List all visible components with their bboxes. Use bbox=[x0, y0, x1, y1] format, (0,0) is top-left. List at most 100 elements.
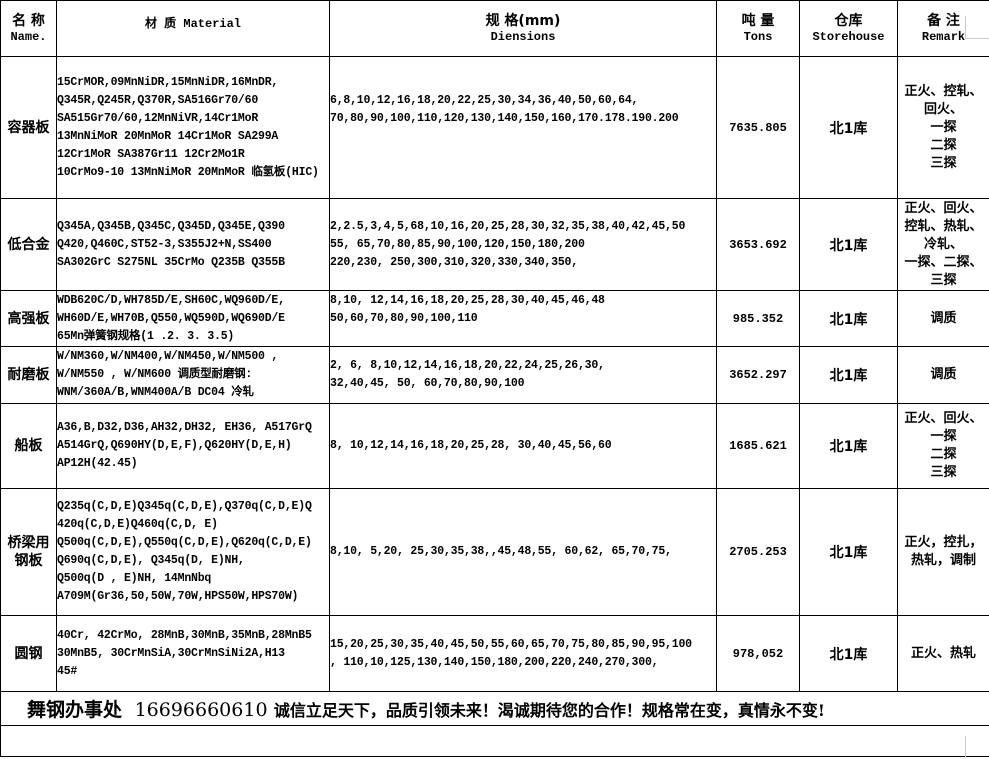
dimensions-cell: 2,2.5,3,4,5,68,10,16,20,25,28,30,32,35,3… bbox=[329, 198, 717, 291]
material-cell: Q345A,Q345B,Q345C,Q345D,Q345E,Q390 Q420,Q… bbox=[56, 198, 330, 291]
text-line: Q690q(C,D,E), Q345q(D, E)NH, bbox=[57, 554, 245, 567]
text-line: Q235q(C,D,E)Q345q(C,D,E),Q370q(C,D,E)Q bbox=[57, 500, 312, 513]
text-line: Q500q(C,D,E),Q550q(C,D,E),Q620q(C,D,E) bbox=[57, 536, 312, 549]
empty-cell bbox=[0, 725, 989, 757]
text-line: 船板 bbox=[14, 438, 43, 454]
text-line: 8, 10,12,14,16,18,20,25,28, 30,40,45,56,… bbox=[330, 439, 612, 452]
text-line: 12Cr1MoR SA387Gr11 12Cr2Mo1R bbox=[57, 147, 245, 161]
footer-row: 舞钢办事处 16696660610 诚信立足天下，品质引领未来！渴诚期待您的合作… bbox=[0, 691, 989, 726]
text-line: 低合金 bbox=[7, 236, 50, 253]
text-line: 15,20,25,30,35,40,45,50,55,60,65,70,75,8… bbox=[330, 637, 693, 651]
storehouse-cell: 北1库 bbox=[799, 290, 898, 347]
storehouse-cell: 北1库 bbox=[799, 615, 898, 692]
text-line: A514GrQ,Q690HY(D,E,F),Q620HY(D,E,H) bbox=[57, 439, 292, 452]
text-line: W/NM550 , W/NM600 调质型耐磨钢: bbox=[57, 368, 253, 381]
remark-cell: 正火、控轧、 回火、一探二探三探 bbox=[897, 56, 989, 199]
dimensions-cell: 8,10, 12,14,16,18,20,25,28,30,40,45,46,4… bbox=[329, 290, 717, 347]
text-line bbox=[331, 328, 716, 346]
remark-cell: 正火、回火、 一探 二探 三探 bbox=[897, 403, 989, 489]
text-line: 8,10, 12,14,16,18,20,25,28,30,40,45,46,4… bbox=[330, 293, 605, 307]
table-row: 容器板 15CrMOR,09MnNiDR,15MnNiDR,16MnDR, Q345… bbox=[0, 56, 989, 199]
text-line: 一探、二探、 bbox=[904, 254, 983, 270]
table-row: 圆钢 40Cr, 42CrMo, 28MnB,30MnB,35MnB,28MnB5… bbox=[0, 615, 989, 692]
storehouse-cell: 北1库 bbox=[799, 488, 898, 616]
text-line: 8,10, 5,20, 25,30,35,38,,45,48,55, 60,62… bbox=[330, 545, 672, 558]
tons-cell: 1685.621 bbox=[716, 403, 800, 489]
header-name-en: Name. bbox=[10, 29, 47, 44]
text-line: 2, 6, 8,10,12,14,16,18,20,22,24,25,26,30… bbox=[330, 359, 605, 372]
phone-number: 16696660610 bbox=[134, 699, 268, 721]
header-tons: 吨 量 Tons bbox=[716, 0, 800, 57]
header-storehouse: 仓库 Storehouse bbox=[799, 0, 898, 57]
text-line: 容器板 bbox=[7, 119, 50, 136]
text-line: A709M(Gr36,50,50W,70W,HPS50W,HPS70W) bbox=[57, 590, 299, 603]
text-line: 30MnB5, 30CrMnSiA,30CrMnSiNi2A,H13 bbox=[57, 646, 286, 660]
material-cell: WDB620C/D,WH785D/E,SH60C,WQ960D/E, WH60D/… bbox=[56, 290, 330, 347]
dimensions-cell: 6,8,10,12,16,18,20,22,25,30,34,36,40,50,… bbox=[329, 56, 717, 199]
product-name: 耐磨板 bbox=[0, 346, 57, 404]
text-line: 热轧，调制 bbox=[910, 553, 976, 568]
tons-cell: 7635.805 bbox=[716, 56, 800, 199]
table-row: 桥梁用 钢板 Q235q(C,D,E)Q345q(C,D,E),Q370q(C,D,… bbox=[0, 488, 989, 616]
cell-marker bbox=[965, 16, 989, 39]
material-cell: A36,B,D32,D36,AH32,DH32, EH36, A517GrQ A5… bbox=[56, 403, 330, 489]
text-line: 15CrMOR,09MnNiDR,15MnNiDR,16MnDR, bbox=[57, 75, 279, 89]
header-material-label: 材 质 Material bbox=[144, 16, 241, 31]
text-line: 三探 bbox=[930, 155, 957, 171]
text-line: SA302GrC S275NL 35CrMo Q235B Q355B bbox=[57, 255, 286, 269]
text-line: 钢板 bbox=[14, 553, 43, 569]
tons-cell: 3652.297 bbox=[716, 346, 800, 404]
office-name: 舞钢办事处 bbox=[27, 699, 123, 721]
text-line: 二探 bbox=[930, 137, 957, 153]
text-line: 50,60,70,80,90,100,110 bbox=[330, 311, 478, 325]
product-name: 容器板 bbox=[0, 56, 57, 199]
text-line: 二探 bbox=[930, 447, 957, 462]
text-line: 调质 bbox=[930, 367, 957, 382]
text-line: 正火、控轧、 bbox=[904, 83, 983, 99]
remark-cell: 正火、热轧 bbox=[897, 615, 989, 692]
storehouse-cell: 北1库 bbox=[799, 198, 898, 291]
header-dims-cn: 规 格(mm) bbox=[485, 12, 561, 29]
text-line: 40Cr, 42CrMo, 28MnB,30MnB,35MnB,28MnB5 bbox=[57, 628, 312, 642]
remark-cell: 正火，控扎， 热轧，调制 bbox=[897, 488, 989, 616]
material-cell: 15CrMOR,09MnNiDR,15MnNiDR,16MnDR, Q345R,Q… bbox=[56, 56, 330, 199]
text-line: WH60D/E,WH70B,Q550,WQ590D,WQ690D/E bbox=[57, 311, 286, 325]
material-cell: 40Cr, 42CrMo, 28MnB,30MnB,35MnB,28MnB5 30… bbox=[56, 615, 330, 692]
remark-cell: 调质 bbox=[897, 290, 989, 347]
text-line: SA515Gr70/60,12MnNiVR,14Cr1MoR bbox=[57, 111, 259, 125]
header-store-cn: 仓库 bbox=[834, 12, 863, 29]
header-dims-en: Diensions bbox=[490, 29, 556, 44]
text-line: 正火，控扎， bbox=[904, 535, 983, 550]
storehouse-cell: 北1库 bbox=[799, 346, 898, 404]
empty-row bbox=[0, 725, 989, 757]
product-name: 高强板 bbox=[0, 290, 57, 347]
text-line: Q345R,Q245R,Q370R,SA516Gr70/60 bbox=[57, 93, 259, 107]
text-line: 三探 bbox=[930, 272, 957, 288]
text-line: Q420,Q460C,ST52-3,S355J2+N,SS400 bbox=[57, 237, 272, 251]
header-name-cn: 名 称 bbox=[12, 12, 45, 29]
text-line: 正火、回火、 bbox=[904, 411, 983, 426]
product-name: 圆钢 bbox=[0, 615, 57, 692]
storehouse-cell: 北1库 bbox=[799, 56, 898, 199]
text-line: 冷轧、 bbox=[923, 236, 963, 252]
header-tons-en: Tons bbox=[743, 29, 773, 44]
dimensions-cell: 15,20,25,30,35,40,45,50,55,60,65,70,75,8… bbox=[329, 615, 717, 692]
text-line: 回火、 bbox=[923, 101, 963, 117]
text-line: 调质 bbox=[930, 310, 957, 326]
header-name: 名 称 Name. bbox=[0, 0, 57, 57]
header-tons-cn: 吨 量 bbox=[741, 12, 775, 29]
text-line: 圆钢 bbox=[14, 645, 43, 662]
text-line: A36,B,D32,D36,AH32,DH32, EH36, A517GrQ bbox=[57, 421, 312, 434]
header-store-en: Storehouse bbox=[812, 29, 885, 44]
text-line: , 110,10,125,130,140,150,180,200,220,240… bbox=[330, 655, 659, 669]
text-line: 一探 bbox=[930, 119, 957, 135]
product-name: 船板 bbox=[0, 403, 57, 489]
text-line: 正火、热轧 bbox=[910, 645, 976, 661]
tons-cell: 2705.253 bbox=[716, 488, 800, 616]
header-remark-cn: 备 注 bbox=[927, 12, 960, 29]
header-material: 材 质 Material bbox=[56, 0, 330, 57]
remark-cell: 调质 bbox=[897, 346, 989, 404]
tons-cell: 978,052 bbox=[716, 615, 800, 692]
text-line: 32,40,45, 50, 60,70,80,90,100 bbox=[330, 377, 525, 390]
footer-banner: 舞钢办事处 16696660610 诚信立足天下，品质引领未来！渴诚期待您的合作… bbox=[0, 691, 989, 726]
